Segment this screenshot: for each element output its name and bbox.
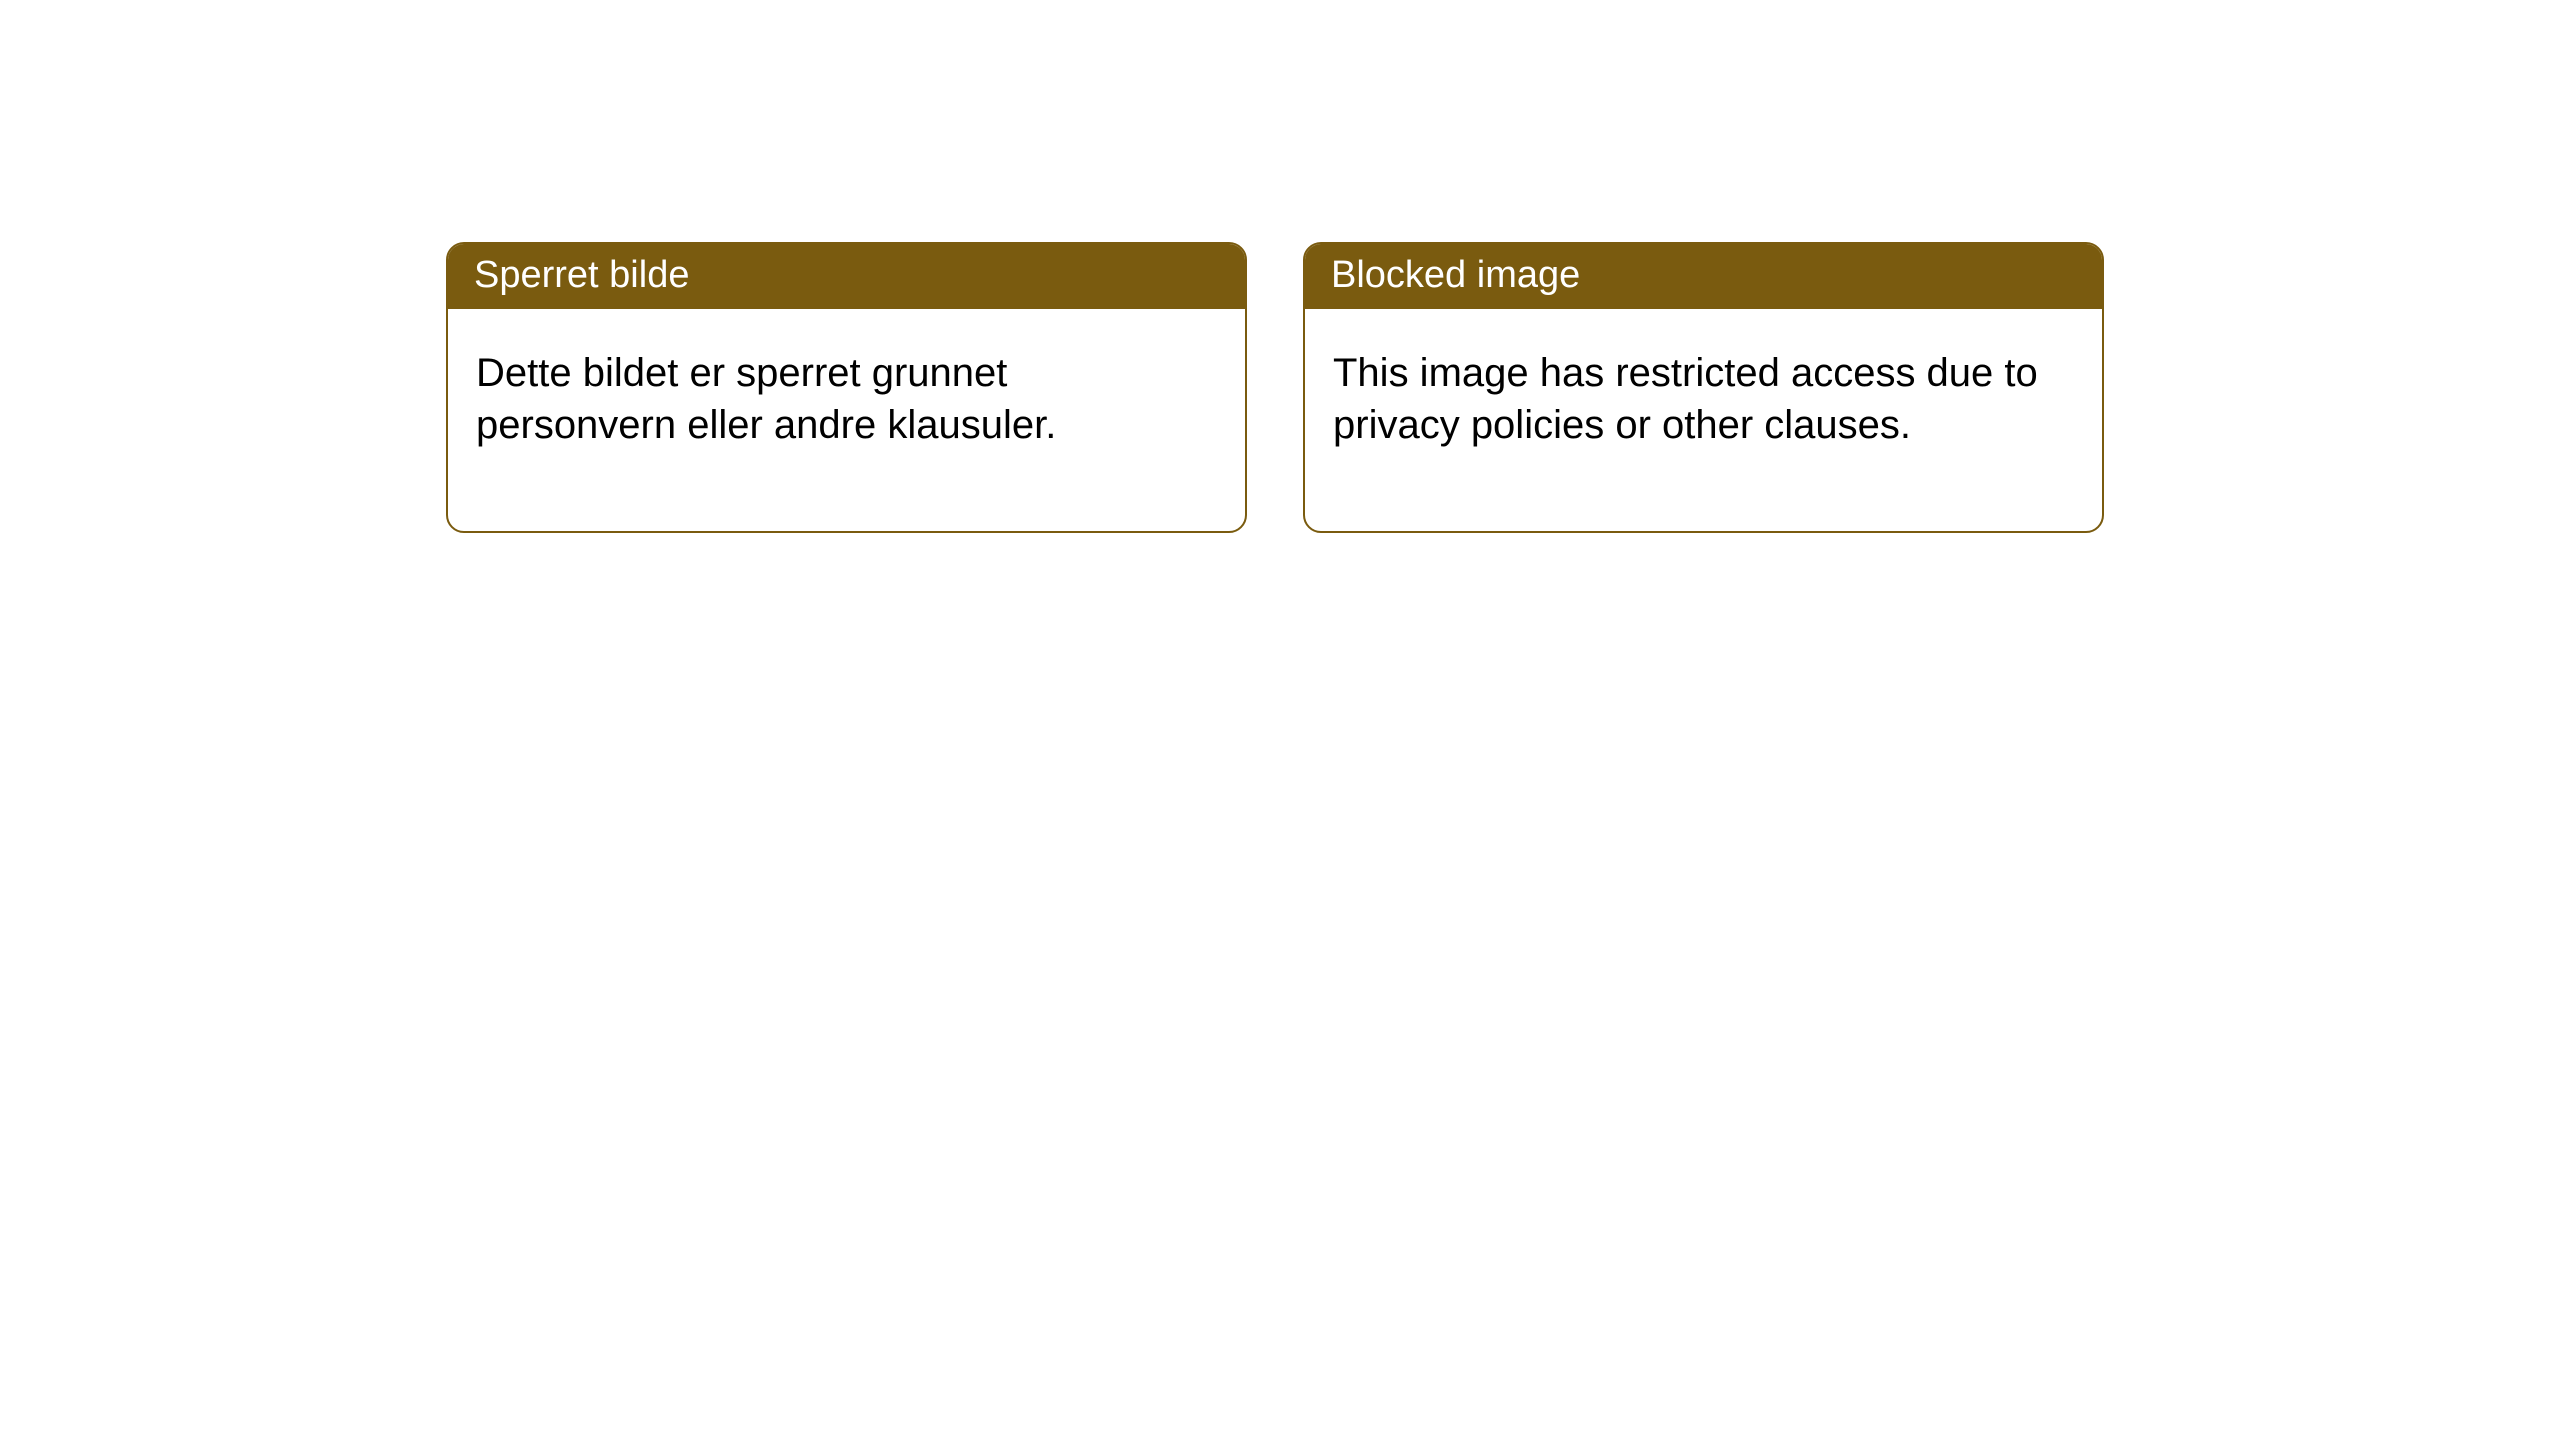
notice-card-english: Blocked image This image has restricted … [1303,242,2104,533]
notice-card-title: Blocked image [1305,244,2102,309]
notice-card-norwegian: Sperret bilde Dette bildet er sperret gr… [446,242,1247,533]
notice-card-title: Sperret bilde [448,244,1245,309]
notice-container: Sperret bilde Dette bildet er sperret gr… [0,0,2560,533]
notice-card-body: This image has restricted access due to … [1305,309,2102,531]
notice-card-body: Dette bildet er sperret grunnet personve… [448,309,1245,531]
